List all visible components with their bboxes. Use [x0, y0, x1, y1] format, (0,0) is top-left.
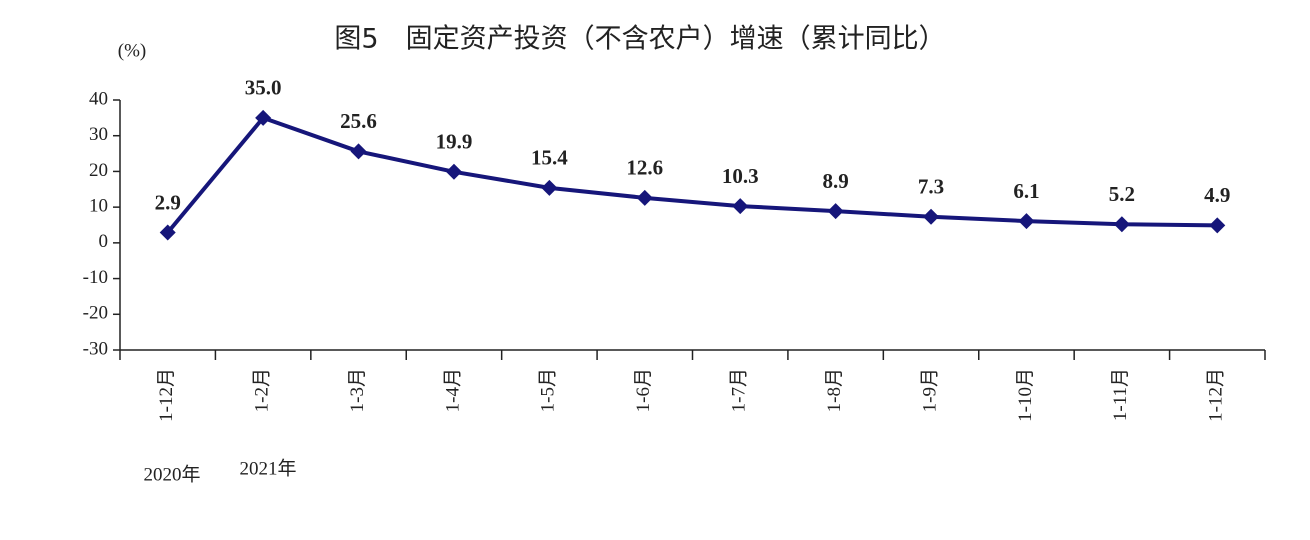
data-label: 2.9	[155, 190, 181, 214]
x-tick-label: 1-4月	[442, 368, 463, 412]
year-annotation: 2021年	[239, 457, 296, 479]
x-tick-label: 1-8月	[824, 368, 845, 412]
data-label: 6.1	[1013, 179, 1039, 203]
data-point	[1113, 216, 1130, 233]
chart-title: 图5 固定资产投资（不含农户）增速（累计同比）	[334, 24, 945, 55]
y-tick-label: 20	[89, 160, 108, 181]
data-label: 8.9	[823, 169, 849, 193]
y-tick-label: -20	[83, 303, 108, 324]
data-label: 5.2	[1109, 182, 1135, 206]
x-tick-label: 1-12月	[1206, 368, 1227, 422]
x-tick-label: 1-10月	[1015, 368, 1036, 422]
data-label: 12.6	[626, 156, 663, 180]
data-point	[732, 198, 749, 215]
data-point	[1209, 217, 1226, 234]
y-tick-label: 0	[99, 231, 109, 252]
y-tick-label: 40	[89, 88, 108, 109]
y-tick-label: -10	[83, 267, 108, 288]
x-tick-label: 1-6月	[633, 368, 654, 412]
data-point	[1018, 213, 1035, 230]
y-tick-label: 30	[89, 124, 108, 145]
x-tick-label: 1-5月	[538, 368, 559, 412]
x-tick-label: 1-7月	[729, 368, 750, 412]
x-tick-label: 1-2月	[251, 368, 272, 412]
data-label: 19.9	[436, 130, 473, 154]
data-point	[350, 143, 367, 160]
data-label: 7.3	[918, 175, 944, 199]
data-point	[636, 189, 653, 206]
x-tick-label: 1-11月	[1110, 368, 1131, 421]
data-label: 10.3	[722, 164, 759, 188]
data-point	[827, 203, 844, 220]
data-label: 4.9	[1204, 183, 1230, 207]
data-point	[159, 224, 176, 241]
data-label: 35.0	[245, 76, 282, 100]
y-tick-label: -30	[83, 338, 108, 359]
data-point	[445, 163, 462, 180]
data-label: 25.6	[340, 109, 377, 133]
x-tick-label: 1-3月	[347, 368, 368, 412]
x-tick-label: 1-12月	[156, 368, 177, 422]
data-point	[541, 179, 558, 196]
year-annotation: 2020年	[143, 463, 200, 485]
y-tick-label: 10	[89, 196, 108, 217]
y-axis-unit: (%)	[118, 40, 146, 61]
data-point	[255, 109, 272, 126]
data-label: 15.4	[531, 146, 568, 170]
data-line	[166, 115, 1218, 234]
x-tick-label: 1-9月	[919, 368, 940, 412]
data-point	[923, 208, 940, 225]
